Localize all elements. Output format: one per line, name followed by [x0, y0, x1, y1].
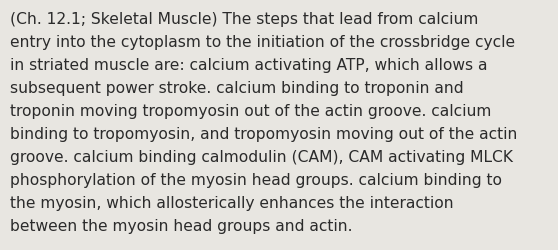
Text: binding to tropomyosin, and tropomyosin moving out of the actin: binding to tropomyosin, and tropomyosin … — [10, 126, 517, 142]
Text: troponin moving tropomyosin out of the actin groove. calcium: troponin moving tropomyosin out of the a… — [10, 104, 492, 118]
Text: (Ch. 12.1; Skeletal Muscle) The steps that lead from calcium: (Ch. 12.1; Skeletal Muscle) The steps th… — [10, 12, 478, 27]
Text: entry into the cytoplasm to the initiation of the crossbridge cycle: entry into the cytoplasm to the initiati… — [10, 35, 515, 50]
Text: phosphorylation of the myosin head groups. calcium binding to: phosphorylation of the myosin head group… — [10, 172, 502, 187]
Text: groove. calcium binding calmodulin (CAM), CAM activating MLCK: groove. calcium binding calmodulin (CAM)… — [10, 150, 513, 164]
Text: subsequent power stroke. calcium binding to troponin and: subsequent power stroke. calcium binding… — [10, 81, 464, 96]
Text: between the myosin head groups and actin.: between the myosin head groups and actin… — [10, 218, 353, 233]
Text: the myosin, which allosterically enhances the interaction: the myosin, which allosterically enhance… — [10, 195, 454, 210]
Text: in striated muscle are: calcium activating ATP, which allows a: in striated muscle are: calcium activati… — [10, 58, 488, 73]
